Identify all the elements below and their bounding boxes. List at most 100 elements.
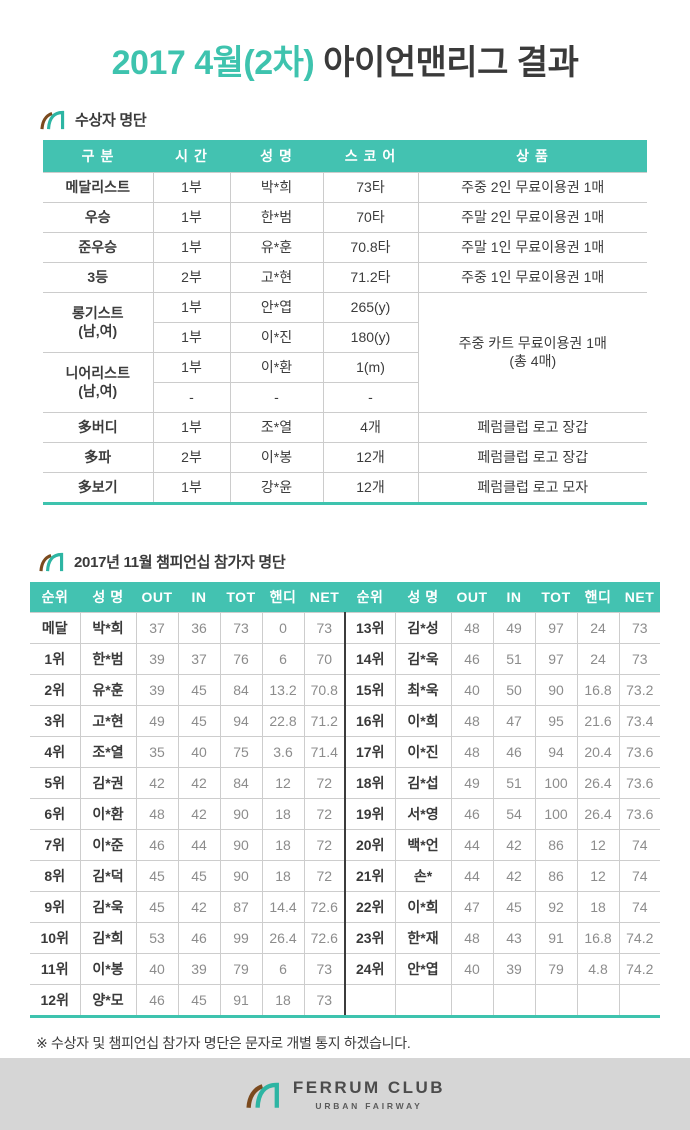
stat-cell: 73 — [618, 643, 660, 676]
stat-cell: 45 — [492, 891, 536, 924]
stat-cell: 71.2 — [303, 705, 346, 738]
rank-cell: 18위 — [344, 767, 396, 800]
champ-row: 10위 김*희 53 46 99 26.4 72.6 23위 한*재 48 43 91 16.8 74.2 — [30, 922, 660, 955]
stat-cell: 100 — [534, 767, 578, 800]
stat-cell: 45 — [135, 891, 179, 924]
rank-cell: 20위 — [344, 829, 396, 862]
prize-cell: 주말 2인 무료이용권 1매 — [417, 202, 647, 234]
stat-cell: 46 — [450, 798, 494, 831]
rank-cell — [344, 984, 396, 1018]
name-cell: 이*봉 — [229, 442, 324, 474]
stat-cell: 42 — [492, 860, 536, 893]
stat-cell: 91 — [219, 984, 263, 1018]
name-cell: 박*희 — [79, 612, 137, 645]
stat-cell: 35 — [135, 736, 179, 769]
champ-row: 9위 김*욱 45 42 87 14.4 72.6 22위 이*희 47 45 92 18 74 — [30, 891, 660, 924]
stat-cell: 87 — [219, 891, 263, 924]
stat-cell: 45 — [177, 674, 221, 707]
prize-cell: 주중 1인 무료이용권 1매 — [417, 262, 647, 294]
time-cell: 2부 — [152, 442, 231, 474]
stat-cell: 12 — [576, 860, 620, 893]
stat-cell — [450, 984, 494, 1018]
rank-cell: 19위 — [344, 798, 396, 831]
stat-cell: 14.4 — [261, 891, 305, 924]
stat-cell: 42 — [135, 767, 179, 800]
rank-cell: 17위 — [344, 736, 396, 769]
winners-table: 구 분 시 간 성 명 스 코 어 상 품 메달리스트 1부 박*희 73타 주… — [43, 140, 647, 506]
stat-cell: 74.2 — [618, 953, 660, 986]
stat-cell: 54 — [492, 798, 536, 831]
time-cell: 2부 — [152, 262, 231, 294]
time-cell: 1부 — [152, 412, 231, 444]
champ-row: 12위 양*모 46 45 91 18 73 — [30, 984, 660, 1018]
stat-cell: 72.6 — [303, 891, 346, 924]
stat-cell: 73 — [303, 953, 346, 986]
time-cell: 1부 — [153, 322, 231, 354]
name-cell: 김*섭 — [394, 767, 452, 800]
stat-cell: 51 — [492, 643, 536, 676]
stat-cell: 73 — [303, 612, 346, 645]
winners-section-heading: 수상자 명단 — [39, 109, 660, 130]
stat-cell — [618, 984, 660, 1018]
stat-cell: 43 — [492, 922, 536, 955]
name-cell — [394, 984, 452, 1018]
name-cell: 고*현 — [79, 705, 137, 738]
champ-col-header: IN — [493, 582, 535, 613]
name-cell: 김*성 — [394, 612, 452, 645]
rank-cell: 3위 — [30, 705, 81, 738]
champ-col-header: OUT — [451, 582, 493, 613]
stat-cell: 16.8 — [576, 922, 620, 955]
page: 2017 4월(2차) 아이언맨리그 결과 수상자 명단 구 분 시 간 성 명… — [30, 44, 660, 1051]
stat-cell: 99 — [219, 922, 263, 955]
name-cell: 박*희 — [229, 172, 324, 204]
stat-cell: 46 — [135, 829, 179, 862]
stat-cell: 74.2 — [618, 922, 660, 955]
score-cell: 265(y) — [322, 292, 419, 324]
stat-cell: 71.4 — [303, 736, 346, 769]
stat-cell: 97 — [534, 643, 578, 676]
name-cell: 이*환 — [229, 352, 324, 384]
championship-table: 순위 성 명 OUT IN TOT 핸디 NET 순위 성 명 OUT IN TOT 핸디 NET 메달 박… — [30, 582, 660, 1019]
ferrum-arc-logo-icon — [40, 111, 65, 130]
stat-cell: 6 — [261, 953, 305, 986]
stat-cell: 72 — [303, 767, 346, 800]
championship-heading: 2017년 11월 챔피언십 참가자 명단 — [74, 554, 286, 572]
stat-cell: 21.6 — [576, 705, 620, 738]
champ-row: 5위 김*권 42 42 84 12 72 18위 김*섭 49 51 100 26.4 73.6 — [30, 767, 660, 800]
stat-cell: 53 — [135, 922, 179, 955]
champ-col-header: TOT — [220, 582, 262, 613]
stat-cell: 6 — [261, 643, 305, 676]
stat-cell: 72 — [303, 829, 346, 862]
score-cell: - — [322, 382, 418, 414]
footer-brand-bar: FERRUM CLUB URBAN FAIRWAY — [0, 1058, 690, 1130]
stat-cell: 44 — [450, 829, 494, 862]
stat-cell: 40 — [177, 736, 221, 769]
champ-col-header: IN — [178, 582, 220, 613]
name-cell: 이*준 — [79, 829, 137, 862]
name-cell: 이*진 — [394, 736, 452, 769]
name-cell: 안*엽 — [229, 292, 324, 324]
stat-cell: 90 — [219, 860, 263, 893]
rank-cell: 2위 — [30, 674, 81, 707]
stat-cell — [534, 984, 578, 1018]
stat-cell: 24 — [576, 643, 620, 676]
stat-cell: 73.4 — [618, 705, 660, 738]
stat-cell: 40 — [135, 953, 179, 986]
champ-row: 4위 조*열 35 40 75 3.6 71.4 17위 이*진 48 46 94 20.4 73.6 — [30, 736, 660, 769]
name-cell: 최*욱 — [394, 674, 452, 707]
rank-cell: 10위 — [30, 922, 81, 955]
champ-col-header: 성 명 — [395, 582, 451, 613]
name-cell: 고*현 — [229, 262, 324, 294]
stat-cell: 48 — [450, 736, 494, 769]
name-cell: 손* — [394, 860, 452, 893]
prize-cell: 주중 2인 무료이용권 1매 — [417, 172, 647, 204]
championship-section: 2017년 11월 챔피언십 참가자 명단 순위 성 명 OUT IN TOT 핸디 NET… — [30, 551, 660, 1019]
col-header-name: 성 명 — [230, 140, 323, 173]
stat-cell: 49 — [492, 612, 536, 645]
rank-cell: 6위 — [30, 798, 81, 831]
stat-cell: 39 — [492, 953, 536, 986]
score-cell: 4개 — [322, 412, 419, 444]
name-cell: 한*범 — [79, 643, 137, 676]
winners-heading: 수상자 명단 — [75, 112, 147, 130]
stat-cell: 73.6 — [618, 767, 660, 800]
